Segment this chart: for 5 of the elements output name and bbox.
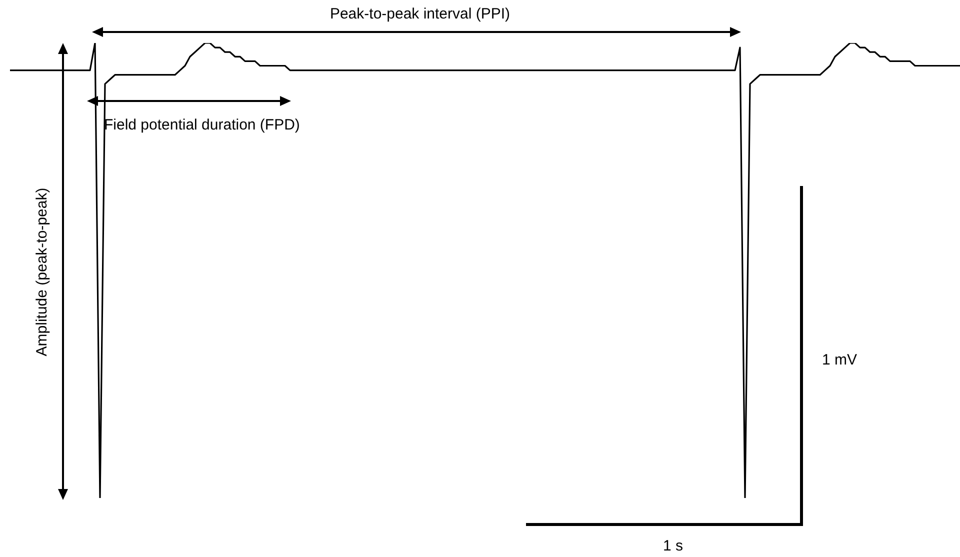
annotation: Field potential duration (FPD) [104,116,300,134]
annotation: 1 mV [822,352,858,368]
text: 1 s [662,538,684,554]
text: Peak-to-peak interval (PPI) [330,6,510,22]
annotation: Amplitude (peak-to-peak) [34,188,50,356]
